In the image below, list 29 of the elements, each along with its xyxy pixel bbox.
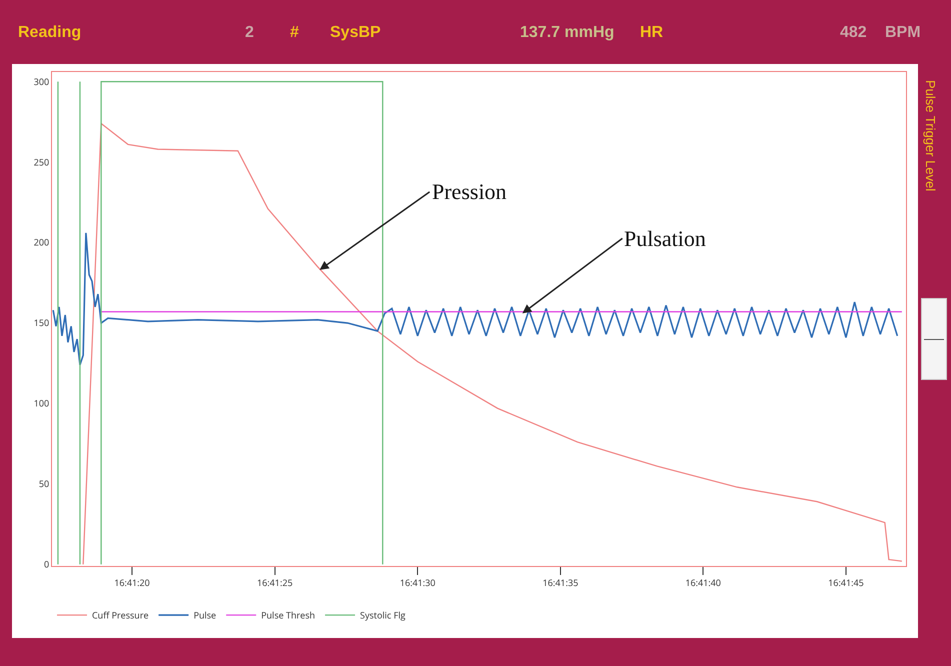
x-tick-label: 16:41:45: [828, 576, 864, 589]
annotation: Pulsation: [624, 226, 706, 251]
y-tick-label: 300: [34, 74, 50, 88]
line-series: [52, 232, 898, 366]
legend-label: Cuff Pressure: [92, 608, 149, 622]
y-tick-label: 250: [34, 155, 50, 168]
y-tick-label: 0: [44, 558, 50, 571]
text: SysBP: [330, 24, 381, 42]
legend-label: Systolic Flg: [360, 608, 406, 622]
annotation: Pression: [432, 179, 507, 204]
text: HR: [640, 24, 664, 42]
y-tick-label: 150: [34, 316, 50, 330]
y-tick-label: 50: [38, 477, 50, 490]
legend-label: Pulse: [194, 608, 216, 622]
y-tick-label: 200: [34, 236, 50, 249]
y-tick-label: 100: [34, 396, 50, 410]
text: Pulse Trigger Level: [923, 80, 938, 192]
x-tick-label: 16:41:25: [256, 576, 293, 589]
x-tick-label: 16:41:35: [542, 576, 578, 589]
text: BPM: [885, 24, 921, 42]
x-tick-label: 16:41:40: [685, 576, 721, 589]
text: 2: [245, 24, 254, 42]
text: 482: [840, 24, 867, 42]
legend-label: Pulse Thresh: [261, 608, 316, 622]
text: 137.7 mmHg: [520, 24, 614, 42]
x-tick-label: 16:41:20: [114, 576, 150, 589]
x-tick-label: 16:41:30: [400, 576, 436, 589]
text: #: [290, 24, 299, 42]
text: Reading: [18, 24, 82, 42]
